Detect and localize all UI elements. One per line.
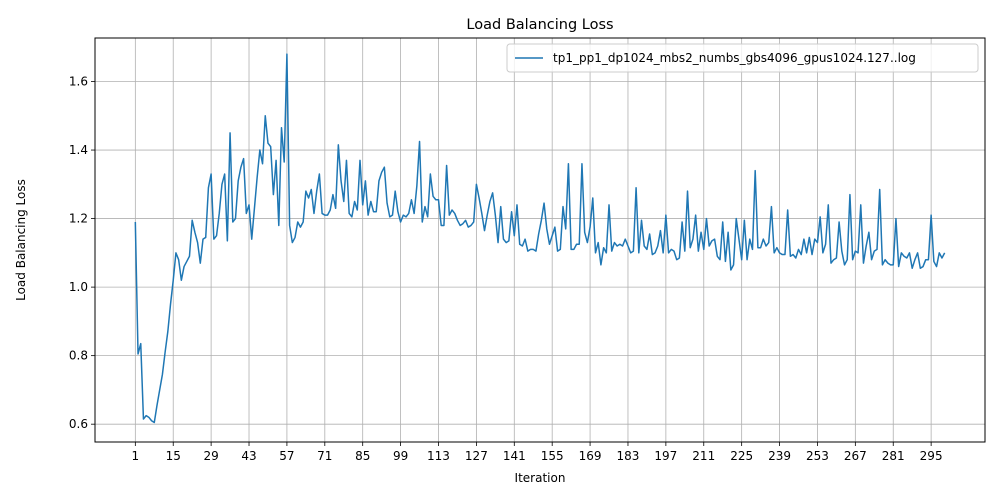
axis-ticks: 1 15 29 43 57 71 85 99 113 127 141 155 169 183 197 211 2… — [69, 75, 943, 463]
legend: tp1_pp1_dp1024_mbs2_numbs_gbs4096_gpus10… — [506, 43, 979, 73]
chart-title: Load Balancing Loss — [466, 17, 613, 33]
x-tick-label: 43 — [241, 449, 256, 463]
y-tick-label: 1.0 — [69, 280, 88, 294]
x-tick-label: 155 — [541, 449, 564, 463]
y-tick-label: 0.8 — [69, 349, 88, 363]
x-tick-label: 267 — [844, 449, 867, 463]
y-tick-label: 0.6 — [69, 417, 88, 431]
x-tick-label: 281 — [882, 449, 905, 463]
x-tick-label: 71 — [317, 449, 332, 463]
x-tick-label: 295 — [920, 449, 943, 463]
y-tick-label: 1.4 — [69, 143, 88, 157]
x-tick-label: 169 — [579, 449, 602, 463]
x-tick-label: 85 — [355, 449, 370, 463]
x-axis-label: Iteration — [515, 471, 566, 485]
x-tick-label: 183 — [617, 449, 640, 463]
x-tick-label: 29 — [203, 449, 218, 463]
x-tick-label: 239 — [768, 449, 791, 463]
series-line — [134, 53, 946, 424]
x-tick-label: 1 — [132, 449, 140, 463]
y-tick-label: 1.2 — [69, 212, 88, 226]
plot-frame — [94, 37, 986, 443]
x-tick-label: 253 — [806, 449, 829, 463]
legend-box — [506, 43, 979, 73]
x-tick-label: 141 — [503, 449, 526, 463]
x-tick-label: 225 — [730, 449, 753, 463]
x-tick-label: 57 — [279, 449, 294, 463]
legend-label: tp1_pp1_dp1024_mbs2_numbs_gbs4096_gpus10… — [553, 51, 916, 65]
x-tick-label: 211 — [692, 449, 715, 463]
x-tick-label: 113 — [427, 449, 450, 463]
x-tick-label: 99 — [393, 449, 408, 463]
series-lines — [134, 53, 946, 424]
grid-lines — [95, 38, 985, 442]
x-tick-label: 127 — [465, 449, 488, 463]
y-axis-label: Load Balancing Loss — [14, 179, 28, 301]
x-tick-label: 15 — [166, 449, 181, 463]
x-tick-label: 197 — [654, 449, 677, 463]
y-tick-label: 1.6 — [69, 75, 88, 89]
